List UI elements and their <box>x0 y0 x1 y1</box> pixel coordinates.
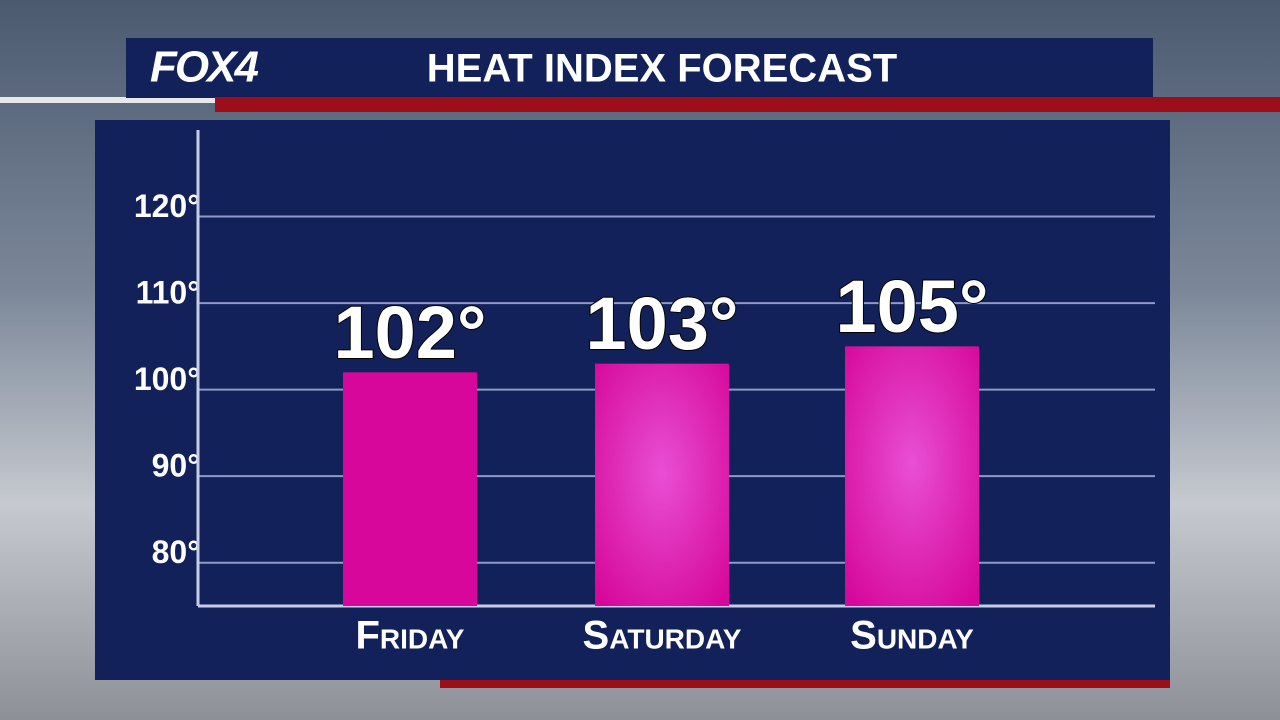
bar <box>343 372 477 606</box>
bar <box>845 346 979 606</box>
x-tick-label: Saturday <box>583 614 742 658</box>
y-tick-label: 80° <box>152 534 200 570</box>
x-tick-label: Sunday <box>850 614 974 658</box>
chart-title: HEAT INDEX FORECAST <box>427 47 897 91</box>
x-tick-label: Friday <box>356 614 465 658</box>
value-label: 105° <box>835 265 988 348</box>
y-tick-label: 100° <box>134 361 200 397</box>
y-tick-label: 110° <box>136 275 200 311</box>
value-label: 103° <box>585 282 738 365</box>
white-stripe <box>0 97 215 103</box>
red-stripe <box>215 97 1280 112</box>
bottom-stripe <box>440 680 1170 688</box>
y-tick-label: 90° <box>152 448 200 484</box>
header-bar <box>126 38 1153 98</box>
y-tick-label: 120° <box>134 188 200 224</box>
logo: FOX4 <box>150 43 258 92</box>
bar <box>595 363 729 606</box>
value-label: 102° <box>333 291 486 374</box>
plot: 80° 90° 100° 110° 120° 102° Friday 103° Saturday… <box>134 130 1155 658</box>
